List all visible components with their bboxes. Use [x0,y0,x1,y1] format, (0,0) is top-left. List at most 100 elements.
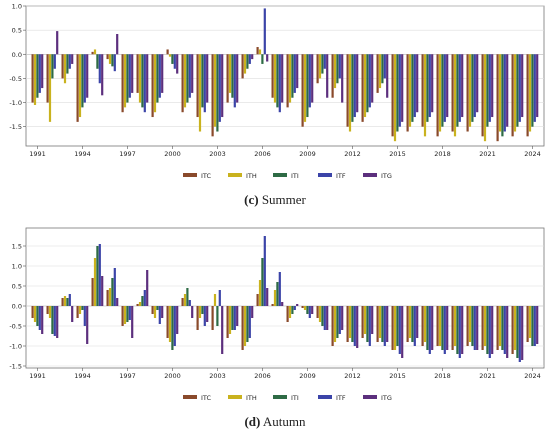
autumn-bar-itf [38,306,41,330]
autumn-bar-itg [131,306,134,338]
summer-bar-itf [293,54,296,93]
summer-bar-itf [353,54,356,118]
summer-bar-itc [361,54,364,122]
summer-xtick-label: 1997 [119,150,136,158]
autumn-bar-ith [483,306,487,346]
summer-ytick-label: -1.5 [9,123,22,131]
summer-bar-itf [173,54,176,69]
summer-bar-iti [486,54,489,127]
autumn-bar-itg [521,306,524,360]
summer-bar-itg [491,54,494,118]
summer-bar-ith [483,54,487,142]
summer-bar-itc [106,54,109,60]
summer-xtick-label: 1994 [74,150,91,158]
autumn-bar-itc [286,306,289,322]
summer-bar-itg [356,54,359,113]
summer-bar-itc [46,54,49,103]
autumn-bar-itg [491,306,494,354]
summer-bar-iti [171,54,174,64]
summer-bar-iti [366,54,369,113]
autumn-bar-itf [68,294,71,306]
autumn-bar-itc [151,306,154,314]
autumn-bar-iti [156,306,159,310]
summer-legend-label-ith: ITH [246,172,257,180]
autumn-bar-ith [498,306,502,346]
autumn-bar-iti [276,282,279,306]
autumn-bar-itc [406,306,409,342]
summer-bar-itg [236,54,239,103]
summer-bar-ith [378,54,382,89]
summer-bar-itc [91,51,94,55]
autumn-ytick-label: -1.0 [9,343,22,351]
summer-bar-itg [461,54,464,118]
summer-bar-itf [458,54,461,122]
summer-bar-itf [278,54,281,113]
summer-legend-label-iti: ITI [291,172,299,180]
summer-bar-iti [336,54,339,84]
autumn-bar-itc [301,306,304,308]
autumn-xtick-label: 1997 [119,372,136,380]
autumn-bar-itf [113,268,116,306]
summer-bar-itg [296,54,299,89]
autumn-bar-itg [431,306,434,350]
autumn-bar-ith [198,306,202,318]
summer-bar-itg [281,54,284,103]
summer-bar-iti [261,54,264,64]
autumn-bar-itc [271,304,274,306]
autumn-bar-ith [528,306,532,338]
autumn-bar-ith [333,306,337,342]
summer-bar-itg [41,54,44,89]
summer-bar-itg [386,54,389,98]
summer-bar-ith [303,54,307,122]
summer-bar-iti [441,54,444,127]
autumn-xtick-label: 2024 [524,372,541,380]
autumn-bar-itg [476,306,479,350]
summer-bar-itf [308,54,311,108]
autumn-bar-iti [321,306,324,326]
autumn-bar-itc [106,290,109,306]
summer-xtick-label: 2003 [209,150,226,158]
summer-bar-ith [318,54,322,79]
autumn-bar-itc [391,306,394,350]
autumn-bar-itf [413,306,416,346]
autumn-bar-itg [56,306,59,338]
summer-bar-itc [61,54,64,79]
autumn-bar-itf [188,300,191,306]
summer-bar-ith [498,54,502,132]
summer-bar-itf [83,54,86,103]
summer-ytick-label: 0.5 [12,27,22,35]
autumn-bar-itf [308,306,311,318]
summer-bar-itc [436,54,439,137]
autumn-bar-itg [101,276,104,306]
autumn-ytick-label: 1.5 [12,243,22,251]
autumn-bar-iti [186,288,189,306]
autumn-bar-itg [266,288,269,306]
summer-bar-iti [66,54,69,74]
summer-bar-itf [263,8,266,55]
autumn-bar-iti [171,306,174,350]
summer-bar-iti [246,54,249,69]
summer-bar-itf [188,54,191,98]
autumn-bar-ith [513,306,517,350]
summer-bar-itc [121,54,124,113]
summer-bar-iti [96,54,99,69]
autumn-ytick-label: -1.5 [9,363,22,371]
autumn-bar-iti [516,306,519,358]
summer-bar-itg [161,54,164,93]
summer-legend-label-itg: ITG [381,172,392,180]
summer-bar-ith [513,54,517,132]
autumn-xtick-label: 2006 [254,372,271,380]
autumn-legend-swatch-ith [228,395,242,399]
autumn-bar-itg [221,306,224,354]
summer-bar-itf [383,54,386,79]
summer-bar-itf [158,54,161,98]
autumn-xtick-label: 2021 [479,372,496,380]
summer-ytick-label: -0.5 [9,75,22,83]
summer-bar-itc [376,54,379,93]
summer-xtick-label: 2015 [389,150,406,158]
autumn-bar-itf [368,306,371,346]
summer-bar-itg [191,54,194,93]
autumn-legend-label-iti: ITI [291,394,299,402]
autumn-bar-ith [273,290,277,306]
autumn-bar-itc [211,306,214,330]
